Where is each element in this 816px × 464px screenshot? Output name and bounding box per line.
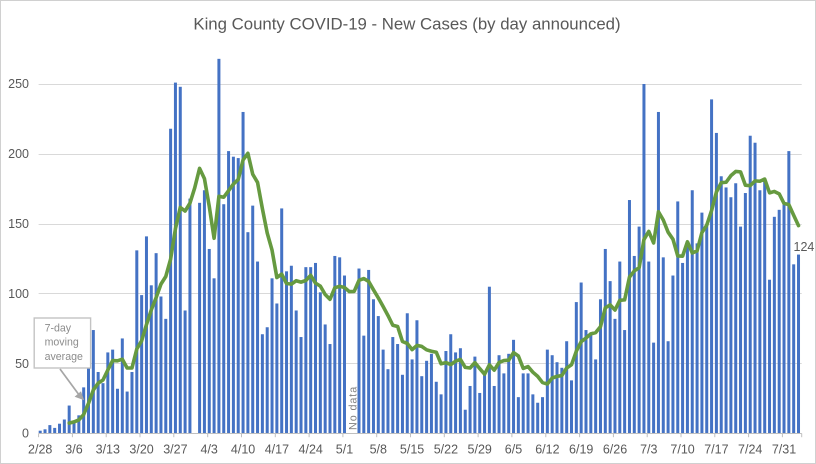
svg-text:5/8: 5/8 — [370, 443, 387, 457]
svg-text:3/13: 3/13 — [96, 443, 120, 457]
svg-text:average: average — [45, 351, 83, 363]
svg-text:7/17: 7/17 — [704, 443, 728, 457]
svg-text:4/10: 4/10 — [231, 443, 255, 457]
svg-text:150: 150 — [8, 217, 29, 231]
svg-text:6/5: 6/5 — [505, 443, 522, 457]
svg-text:200: 200 — [8, 147, 29, 161]
svg-text:124: 124 — [794, 240, 815, 254]
svg-text:3/20: 3/20 — [129, 443, 153, 457]
svg-text:6/19: 6/19 — [569, 443, 593, 457]
svg-text:7-day: 7-day — [45, 323, 72, 335]
svg-text:No data: No data — [347, 386, 359, 430]
svg-text:7/24: 7/24 — [738, 443, 762, 457]
svg-text:5/29: 5/29 — [468, 443, 492, 457]
svg-text:3/6: 3/6 — [65, 443, 82, 457]
svg-text:5/1: 5/1 — [336, 443, 353, 457]
svg-text:5/15: 5/15 — [400, 443, 424, 457]
svg-text:100: 100 — [8, 287, 29, 301]
svg-text:moving: moving — [45, 337, 79, 349]
svg-text:3/27: 3/27 — [163, 443, 187, 457]
svg-text:4/17: 4/17 — [265, 443, 289, 457]
svg-text:4/24: 4/24 — [299, 443, 323, 457]
svg-text:6/12: 6/12 — [535, 443, 559, 457]
svg-text:6/26: 6/26 — [603, 443, 627, 457]
svg-text:0: 0 — [22, 427, 29, 441]
svg-text:4/3: 4/3 — [201, 443, 218, 457]
svg-text:7/31: 7/31 — [772, 443, 796, 457]
svg-text:7/10: 7/10 — [670, 443, 694, 457]
svg-text:2/28: 2/28 — [28, 443, 52, 457]
svg-text:50: 50 — [15, 357, 29, 371]
svg-text:250: 250 — [8, 77, 29, 91]
svg-text:7/3: 7/3 — [640, 443, 657, 457]
svg-text:King County COVID-19 - New Cas: King County COVID-19 - New Cases (by day… — [193, 15, 620, 34]
svg-text:5/22: 5/22 — [434, 443, 458, 457]
